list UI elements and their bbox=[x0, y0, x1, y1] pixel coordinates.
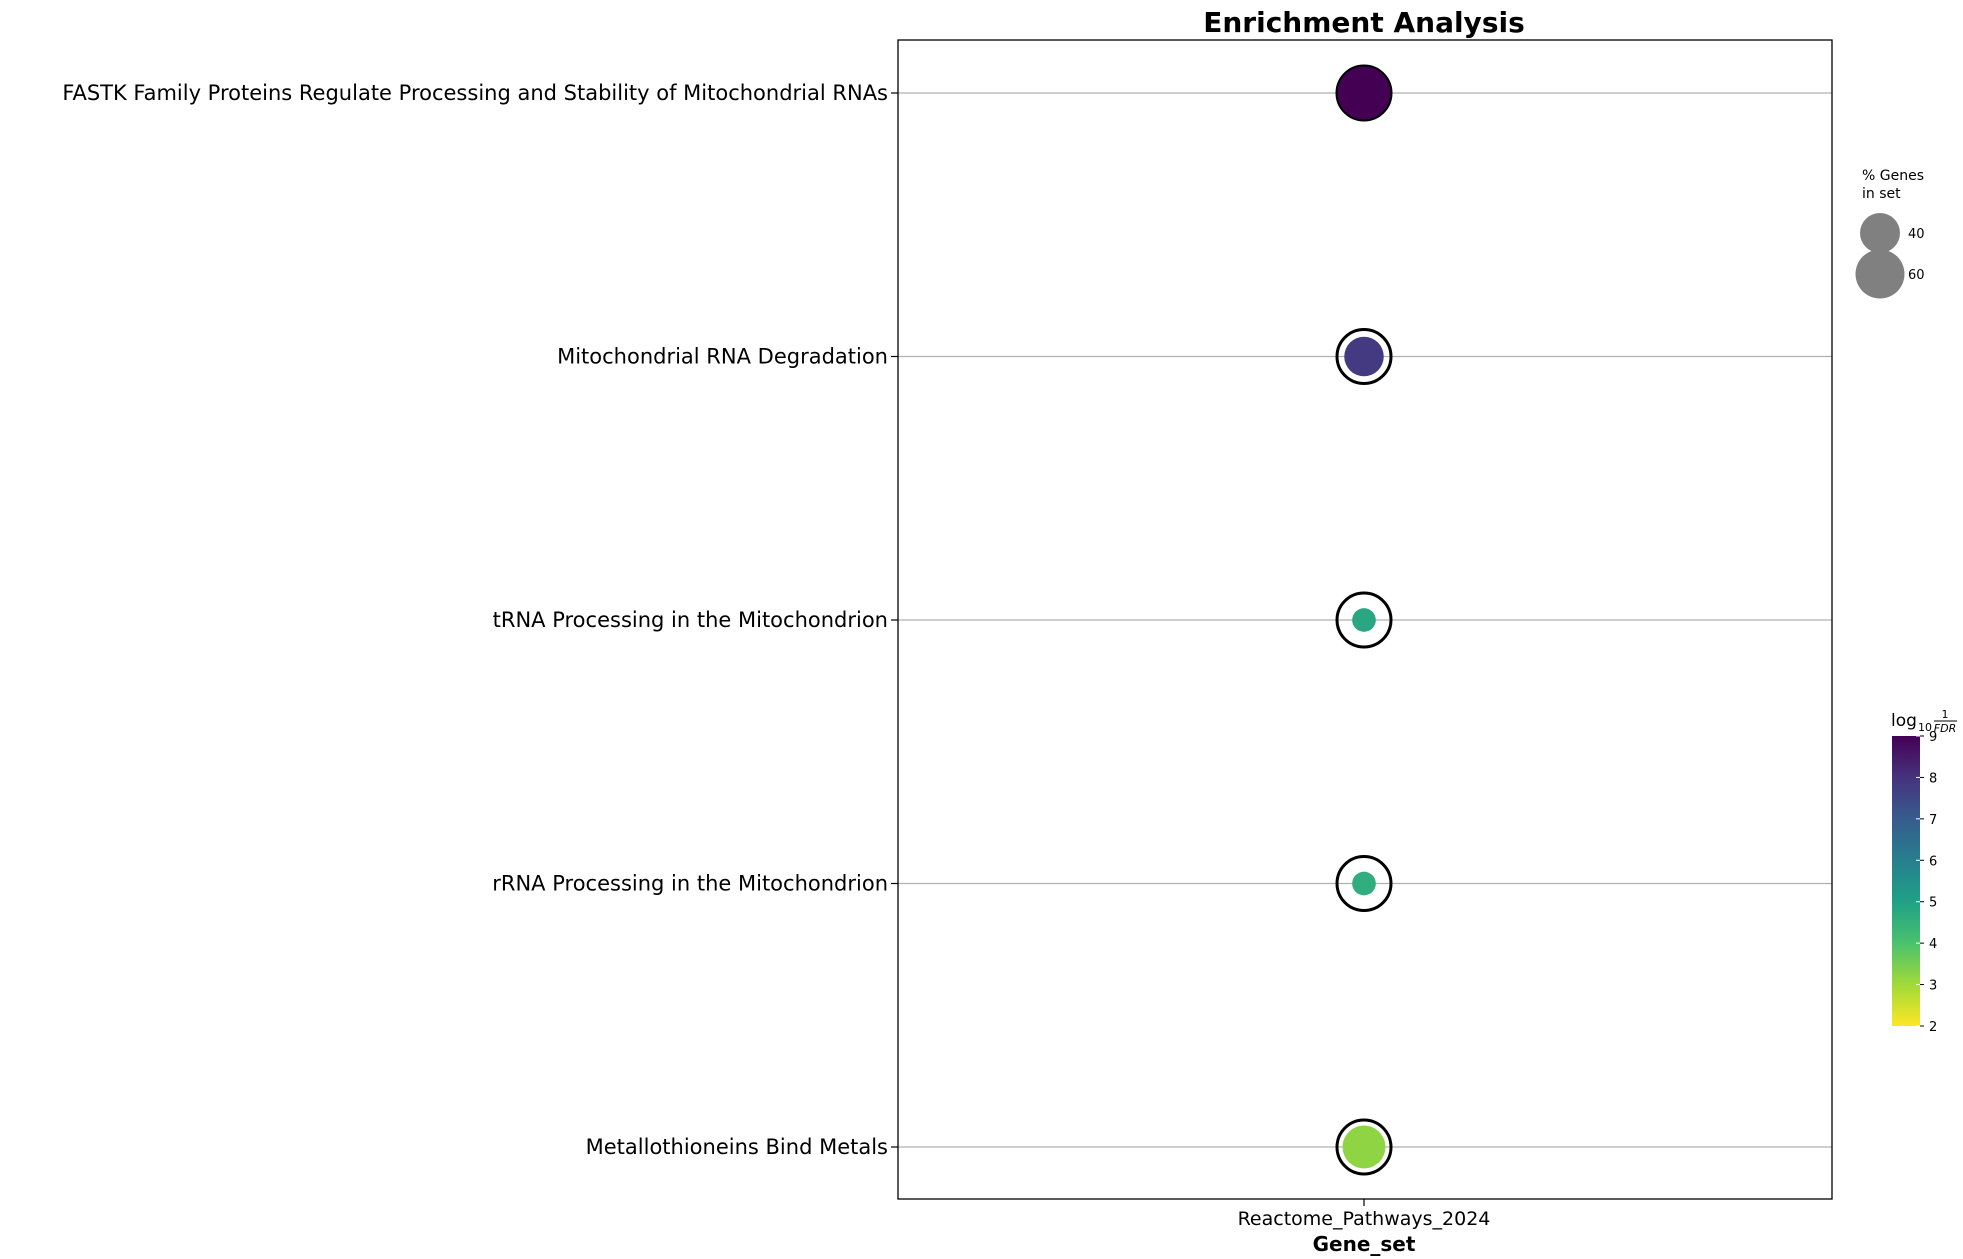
colorbar-tick-label: 3 bbox=[1929, 979, 1937, 994]
chart-title: Enrichment Analysis bbox=[1203, 6, 1525, 39]
data-point bbox=[1337, 66, 1391, 120]
data-point bbox=[1352, 608, 1376, 632]
colorbar-tick-label: 8 bbox=[1929, 771, 1937, 786]
x-axis-label: Gene_set bbox=[1313, 1232, 1416, 1256]
y-axis-ticks bbox=[891, 92, 898, 1148]
data-points bbox=[1335, 64, 1393, 1176]
colorbar: log 10 1 FDR 2 3 4 5 6 7 8 9 bbox=[1891, 708, 1957, 1035]
y-tick-label: Metallothioneins Bind Metals bbox=[586, 1135, 888, 1159]
colorbar-tick-label: 7 bbox=[1929, 813, 1937, 828]
colorbar-tick-label: 9 bbox=[1929, 730, 1937, 745]
y-axis-tick-labels: FASTK Family Proteins Regulate Processin… bbox=[62, 81, 888, 1159]
highlight-ring bbox=[1335, 591, 1393, 649]
colorbar-title-denominator: FDR bbox=[1934, 722, 1956, 735]
y-tick-label: rRNA Processing in the Mitochondrion bbox=[492, 872, 888, 896]
size-legend-marker bbox=[1855, 249, 1905, 299]
data-point bbox=[1352, 871, 1376, 896]
colorbar-tick-label: 2 bbox=[1929, 1020, 1937, 1035]
colorbar-tick-label: 5 bbox=[1929, 896, 1937, 911]
data-point bbox=[1344, 336, 1384, 377]
highlight-ring bbox=[1335, 855, 1393, 912]
x-tick-label: Reactome_Pathways_2024 bbox=[1238, 1208, 1491, 1230]
size-legend-title-line2: in set bbox=[1862, 186, 1901, 202]
colorbar-title-base: 10 bbox=[1918, 721, 1932, 734]
y-tick-label: FASTK Family Proteins Regulate Processin… bbox=[62, 81, 888, 105]
size-legend-label: 40 bbox=[1908, 227, 1925, 242]
highlight-ring bbox=[1335, 328, 1393, 385]
y-tick-label: tRNA Processing in the Mitochondrion bbox=[493, 608, 888, 632]
colorbar-title-numerator: 1 bbox=[1942, 708, 1949, 721]
size-legend-title-line1: % Genes bbox=[1862, 168, 1924, 184]
colorbar-title-log: log bbox=[1891, 711, 1917, 731]
colorbar-gradient bbox=[1892, 736, 1920, 1026]
size-legend-marker bbox=[1860, 213, 1900, 253]
highlight-ring bbox=[1335, 64, 1393, 122]
highlight-ring bbox=[1335, 1118, 1393, 1176]
data-point bbox=[1342, 1125, 1386, 1169]
colorbar-tick-label: 4 bbox=[1929, 937, 1937, 952]
y-tick-label: Mitochondrial RNA Degradation bbox=[557, 345, 888, 369]
size-legend: % Genes in set 40 60 bbox=[1855, 168, 1925, 299]
size-legend-label: 60 bbox=[1908, 268, 1925, 283]
colorbar-tick-label: 6 bbox=[1929, 854, 1937, 869]
